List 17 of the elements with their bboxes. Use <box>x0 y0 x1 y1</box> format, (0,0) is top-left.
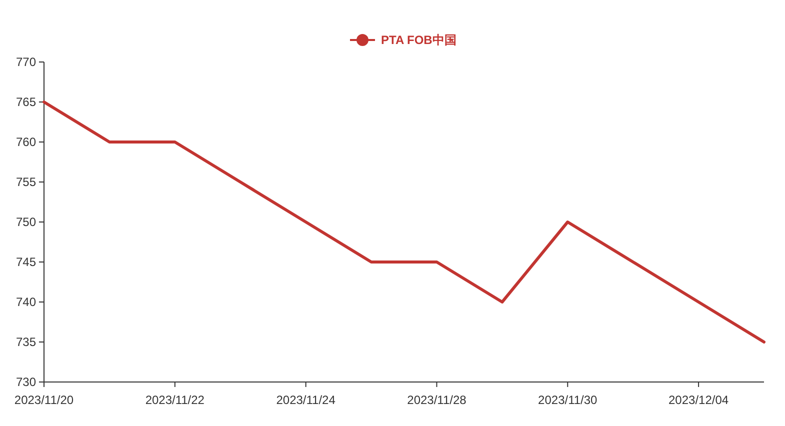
x-tick-label: 2023/11/28 <box>407 393 467 407</box>
y-tick-label: 765 <box>16 95 36 109</box>
x-tick-label: 2023/11/30 <box>538 393 598 407</box>
y-tick-label: 745 <box>16 255 36 269</box>
x-tick-label: 2023/12/04 <box>668 393 729 407</box>
x-tick-label: 2023/11/20 <box>14 393 74 407</box>
y-tick-label: 770 <box>16 55 36 69</box>
y-tick-label: 740 <box>16 295 36 309</box>
x-tick-label: 2023/11/24 <box>276 393 336 407</box>
y-tick-label: 755 <box>16 175 36 189</box>
y-tick-label: 730 <box>16 375 36 389</box>
y-tick-label: 750 <box>16 215 36 229</box>
y-tick-label: 735 <box>16 335 36 349</box>
x-tick-label: 2023/11/22 <box>145 393 205 407</box>
line-series <box>42 100 766 344</box>
legend-label: PTA FOB中国 <box>381 33 456 47</box>
y-tick-label: 760 <box>16 135 36 149</box>
